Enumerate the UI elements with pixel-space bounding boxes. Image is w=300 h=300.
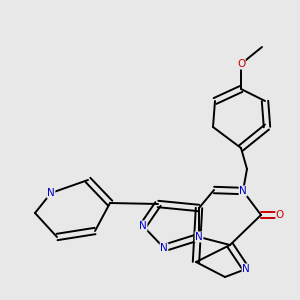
Text: N: N (47, 188, 55, 198)
Text: N: N (242, 264, 250, 274)
Text: O: O (276, 210, 284, 220)
Text: O: O (237, 59, 245, 69)
Text: N: N (139, 221, 147, 231)
Text: N: N (239, 186, 247, 196)
Text: N: N (195, 232, 203, 242)
Text: N: N (160, 243, 168, 253)
